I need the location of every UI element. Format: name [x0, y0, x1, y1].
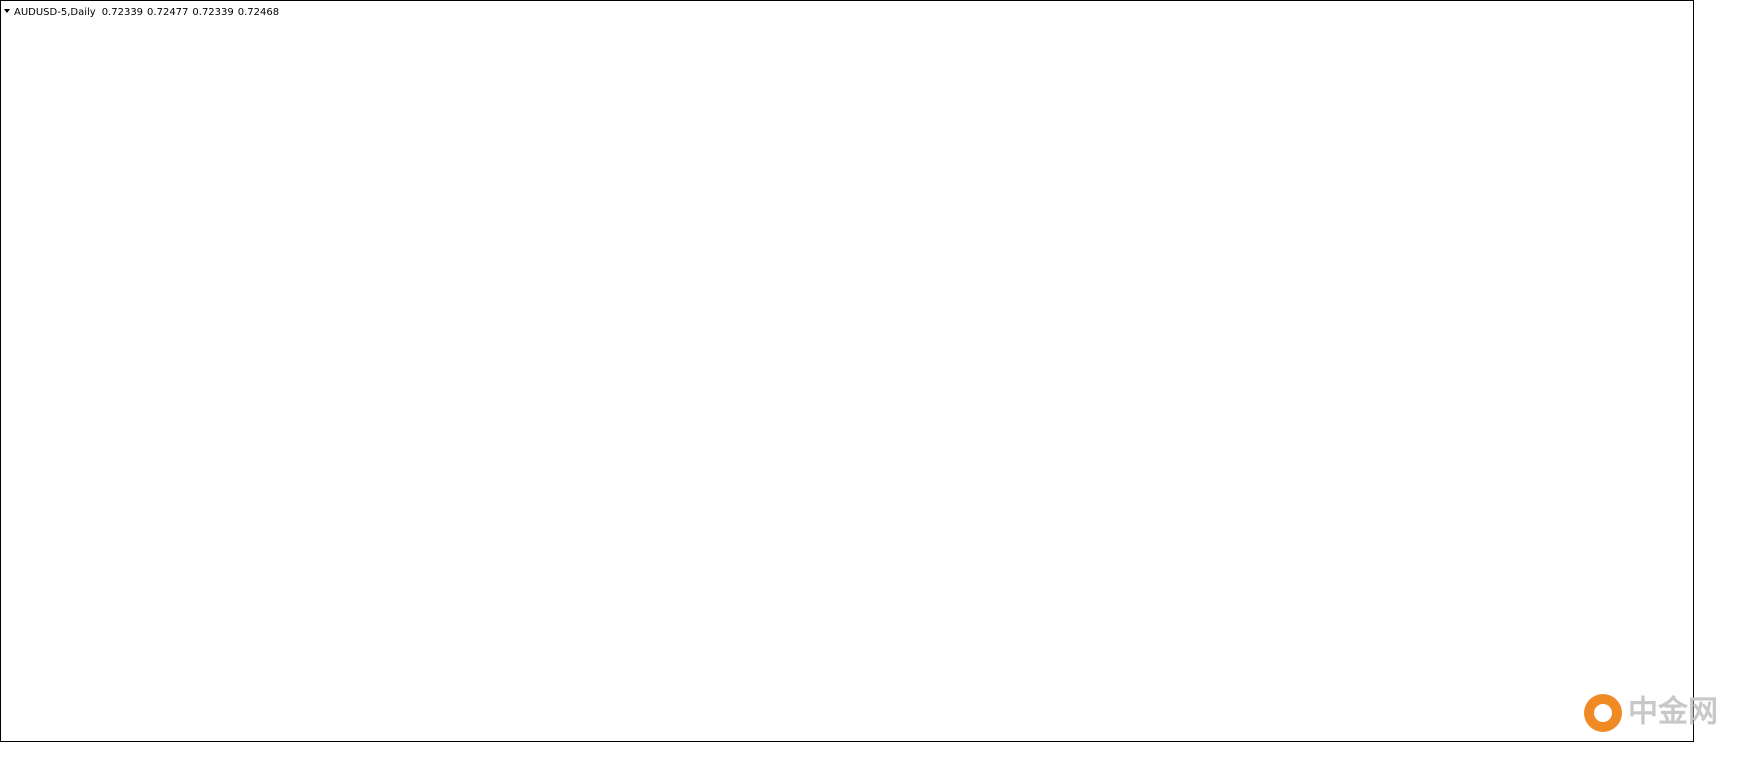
title-bar: AUDUSD-5,Daily 0.72339 0.72477 0.72339 0.724… — [4, 7, 279, 18]
last-open: 0.72339 — [102, 7, 143, 18]
chart-title: AUDUSD-5,Daily 0.72339 0.72477 0.72339 0.724… — [14, 7, 279, 18]
plot-frame — [0, 0, 1694, 742]
watermark-text: 中金网 — [1628, 695, 1718, 730]
last-low: 0.72339 — [192, 7, 233, 18]
last-high: 0.72477 — [147, 7, 188, 18]
last-close: 0.72468 — [238, 7, 279, 18]
watermark-icon-inner — [1594, 704, 1612, 722]
title-arrow — [4, 9, 10, 13]
axes — [0, 0, 1694, 742]
symbol: AUDUSD-5,Daily — [14, 7, 96, 18]
watermark: 中金网 — [1584, 694, 1718, 732]
